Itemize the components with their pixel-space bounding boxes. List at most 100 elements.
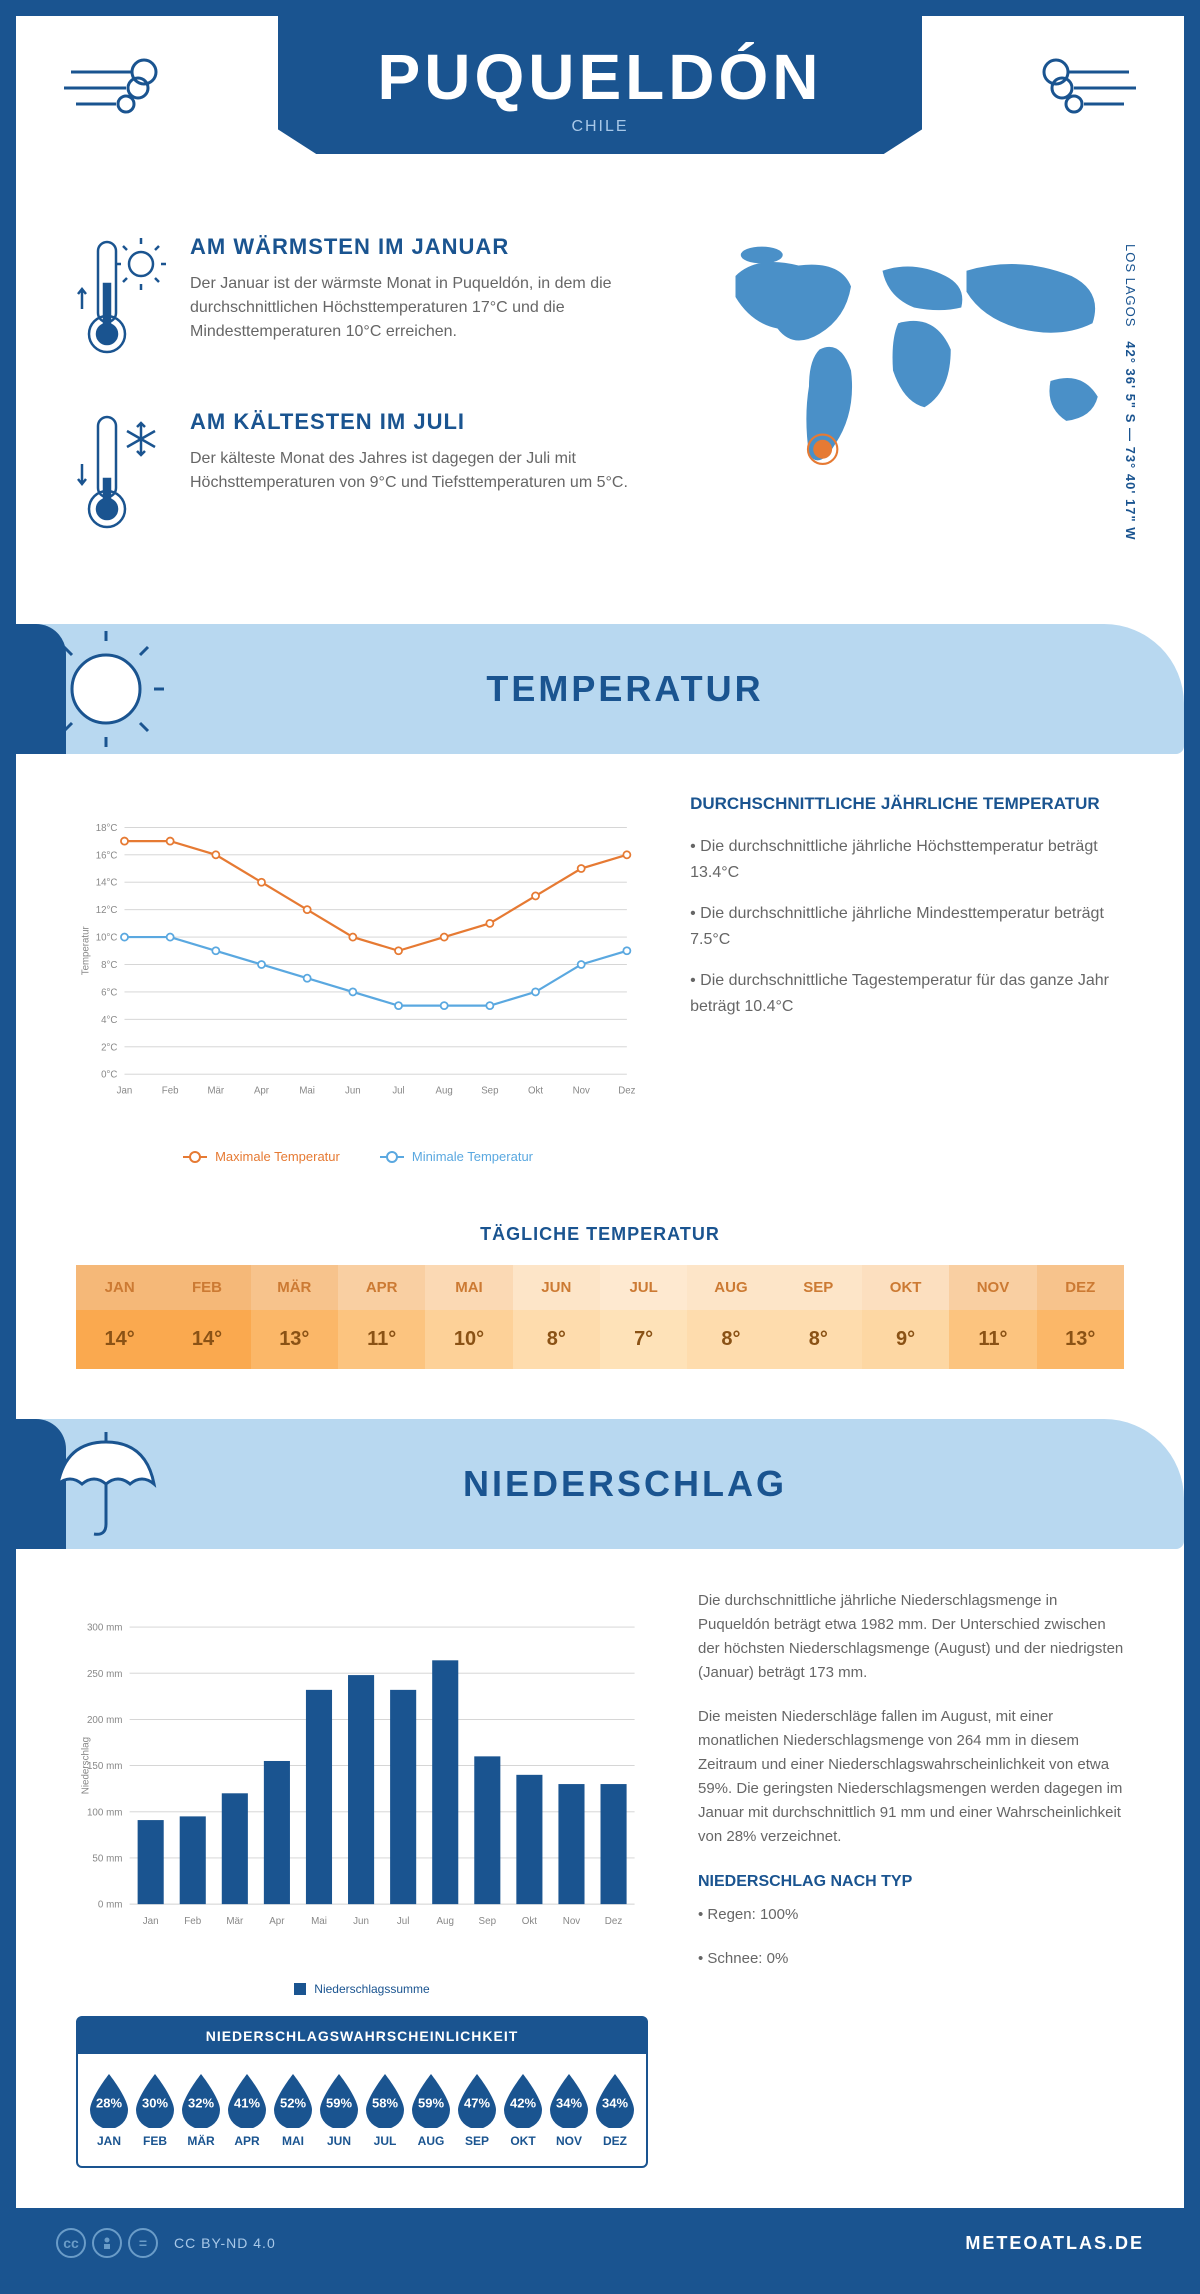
daily-col: JUN 8° xyxy=(513,1265,600,1369)
temperature-legend: Maximale Temperatur Minimale Temperatur xyxy=(76,1149,640,1164)
probability-col: 28% JAN xyxy=(86,2072,132,2148)
thermometer-snow-icon xyxy=(76,409,166,544)
svg-text:Feb: Feb xyxy=(184,1916,201,1927)
intro-left: AM WÄRMSTEN IM JANUAR Der Januar ist der… xyxy=(76,234,664,584)
cc-icons: cc = xyxy=(56,2228,158,2258)
svg-text:250 mm: 250 mm xyxy=(87,1669,123,1680)
svg-text:0 mm: 0 mm xyxy=(98,1900,123,1911)
svg-text:Sep: Sep xyxy=(479,1916,497,1927)
umbrella-icon xyxy=(46,1424,166,1544)
svg-text:10°C: 10°C xyxy=(96,933,118,944)
daily-col: AUG 8° xyxy=(687,1265,774,1369)
svg-text:14°C: 14°C xyxy=(96,878,118,889)
temperature-heading: TEMPERATUR xyxy=(486,668,763,710)
probability-col: 42% OKT xyxy=(500,2072,546,2148)
svg-text:Jun: Jun xyxy=(353,1916,369,1927)
probability-col: 34% NOV xyxy=(546,2072,592,2148)
raindrop-icon: 52% xyxy=(270,2072,316,2128)
svg-text:Jan: Jan xyxy=(143,1916,159,1927)
svg-text:Sep: Sep xyxy=(481,1086,498,1097)
raindrop-icon: 28% xyxy=(86,2072,132,2128)
daily-temp-table: JAN 14° FEB 14° MÄR 13° APR 11° MAI 10° … xyxy=(76,1265,1124,1369)
daily-col: FEB 14° xyxy=(163,1265,250,1369)
daily-col: JAN 14° xyxy=(76,1265,163,1369)
warmest-title: AM WÄRMSTEN IM JANUAR xyxy=(190,234,664,260)
raindrop-icon: 58% xyxy=(362,2072,408,2128)
raindrop-icon: 41% xyxy=(224,2072,270,2128)
svg-text:300 mm: 300 mm xyxy=(87,1623,123,1634)
svg-text:100 mm: 100 mm xyxy=(87,1807,123,1818)
warmest-block: AM WÄRMSTEN IM JANUAR Der Januar ist der… xyxy=(76,234,664,369)
intro-section: AM WÄRMSTEN IM JANUAR Der Januar ist der… xyxy=(16,184,1184,624)
svg-text:150 mm: 150 mm xyxy=(87,1761,123,1772)
svg-text:Mär: Mär xyxy=(226,1916,244,1927)
daily-col: NOV 11° xyxy=(949,1265,1036,1369)
probability-col: 59% AUG xyxy=(408,2072,454,2148)
coordinates: LOS LAGOS 42° 36' 5" S — 73° 40' 17" W xyxy=(1123,244,1138,541)
raindrop-icon: 32% xyxy=(178,2072,224,2128)
world-map-block: LOS LAGOS 42° 36' 5" S — 73° 40' 17" W xyxy=(704,234,1124,584)
svg-text:18°C: 18°C xyxy=(96,823,118,834)
svg-text:Feb: Feb xyxy=(162,1086,179,1097)
svg-text:Jan: Jan xyxy=(117,1086,133,1097)
svg-text:Aug: Aug xyxy=(436,1916,453,1927)
raindrop-icon: 34% xyxy=(546,2072,592,2128)
footer: cc = CC BY-ND 4.0 METEOATLAS.DE xyxy=(16,2208,1184,2278)
raindrop-icon: 34% xyxy=(592,2072,638,2128)
world-map-icon xyxy=(704,234,1124,486)
wind-icon xyxy=(1024,46,1144,126)
coldest-block: AM KÄLTESTEN IM JULI Der kälteste Monat … xyxy=(76,409,664,544)
sun-icon xyxy=(46,629,166,749)
daily-col: APR 11° xyxy=(338,1265,425,1369)
svg-text:50 mm: 50 mm xyxy=(92,1854,122,1865)
svg-text:Mai: Mai xyxy=(299,1086,315,1097)
raindrop-icon: 42% xyxy=(500,2072,546,2128)
precipitation-chart: 0 mm50 mm100 mm150 mm200 mm250 mm300 mmJ… xyxy=(76,1589,648,1969)
daily-col: JUL 7° xyxy=(600,1265,687,1369)
cc-icon: cc xyxy=(56,2228,86,2258)
probability-col: 59% JUN xyxy=(316,2072,362,2148)
svg-text:Mär: Mär xyxy=(207,1086,224,1097)
svg-text:Okt: Okt xyxy=(528,1086,543,1097)
daily-temp-title: TÄGLICHE TEMPERATUR xyxy=(16,1224,1184,1245)
daily-col: MÄR 13° xyxy=(251,1265,338,1369)
page-subtitle: CHILE xyxy=(378,118,823,136)
coldest-text: Der kälteste Monat des Jahres ist dagege… xyxy=(190,447,664,495)
svg-text:Mai: Mai xyxy=(311,1916,327,1927)
coldest-title: AM KÄLTESTEN IM JULI xyxy=(190,409,664,435)
svg-text:Okt: Okt xyxy=(522,1916,538,1927)
daily-col: MAI 10° xyxy=(425,1265,512,1369)
svg-text:0°C: 0°C xyxy=(101,1070,117,1081)
svg-text:Apr: Apr xyxy=(254,1086,270,1097)
svg-text:Jul: Jul xyxy=(397,1916,410,1927)
svg-text:Nov: Nov xyxy=(573,1086,590,1097)
precipitation-heading: NIEDERSCHLAG xyxy=(463,1463,787,1505)
wind-icon xyxy=(56,46,176,126)
svg-text:Jul: Jul xyxy=(392,1086,404,1097)
page-title: PUQUELDÓN xyxy=(378,40,823,114)
probability-col: 58% JUL xyxy=(362,2072,408,2148)
location-marker-icon xyxy=(813,440,832,459)
thermometer-sun-icon xyxy=(76,234,166,369)
footer-brand: METEOATLAS.DE xyxy=(965,2233,1144,2254)
probability-col: 52% MAI xyxy=(270,2072,316,2148)
svg-text:Apr: Apr xyxy=(269,1916,285,1927)
temperature-chart: 0°C2°C4°C6°C8°C10°C12°C14°C16°C18°CJanFe… xyxy=(76,794,640,1164)
warmest-text: Der Januar ist der wärmste Monat in Puqu… xyxy=(190,272,664,344)
header: PUQUELDÓN CHILE xyxy=(16,16,1184,184)
svg-text:8°C: 8°C xyxy=(101,960,117,971)
probability-col: 41% APR xyxy=(224,2072,270,2148)
precipitation-body: 0 mm50 mm100 mm150 mm200 mm250 mm300 mmJ… xyxy=(16,1549,1184,2208)
svg-text:12°C: 12°C xyxy=(96,905,118,916)
temperature-body: 0°C2°C4°C6°C8°C10°C12°C14°C16°C18°CJanFe… xyxy=(16,754,1184,1194)
svg-text:Aug: Aug xyxy=(436,1086,453,1097)
precipitation-banner: NIEDERSCHLAG xyxy=(16,1419,1184,1549)
raindrop-icon: 47% xyxy=(454,2072,500,2128)
precipitation-summary: Die durchschnittliche jährliche Niedersc… xyxy=(698,1589,1124,2168)
daily-col: DEZ 13° xyxy=(1037,1265,1124,1369)
svg-text:Dez: Dez xyxy=(618,1086,635,1097)
precipitation-legend: Niederschlagssumme xyxy=(76,1982,648,1996)
probability-panel: NIEDERSCHLAGSWAHRSCHEINLICHKEIT 28% JAN … xyxy=(76,2016,648,2168)
svg-text:Temperatur: Temperatur xyxy=(80,926,91,976)
temp-summary-title: DURCHSCHNITTLICHE JÄHRLICHE TEMPERATUR xyxy=(690,794,1124,814)
